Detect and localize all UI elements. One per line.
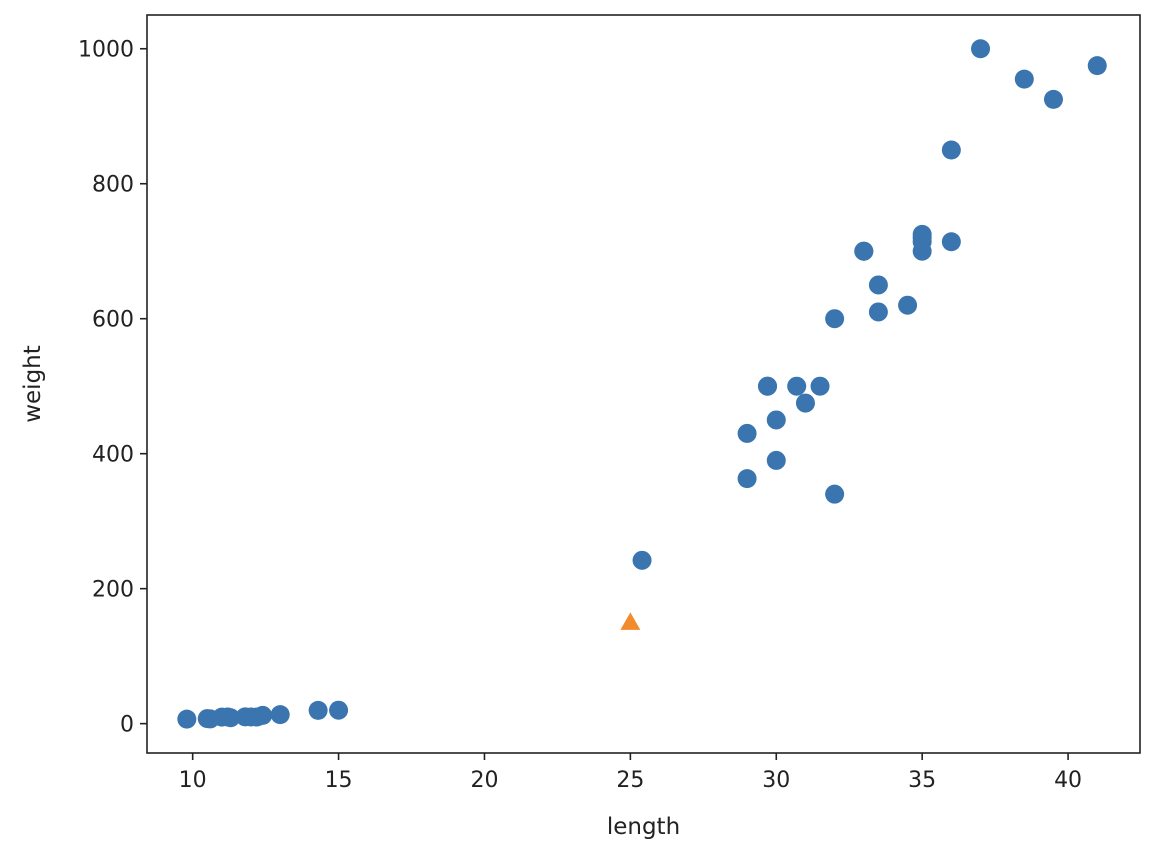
x-tick-label: 40 <box>1054 768 1082 793</box>
scatter-point <box>270 705 290 725</box>
y-tick-label: 400 <box>92 443 134 468</box>
x-tick-label: 10 <box>179 768 207 793</box>
axes-frame <box>146 14 1141 754</box>
scatter-point <box>221 708 241 728</box>
scatter-point <box>898 295 918 315</box>
scatter-point <box>941 232 961 252</box>
scatter-point <box>766 450 786 470</box>
scatter-point <box>1087 56 1107 76</box>
x-axis-label: length <box>607 814 680 840</box>
scatter-point <box>766 410 786 430</box>
scatter-point <box>758 376 778 396</box>
triangle-point <box>620 612 641 630</box>
scatter-point <box>1043 89 1063 109</box>
scatter-point <box>737 469 757 489</box>
y-tick-label: 1000 <box>78 38 134 63</box>
y-tick-label: 600 <box>92 308 134 333</box>
x-tick-label: 35 <box>908 768 936 793</box>
scatter-point <box>795 393 815 413</box>
x-tick-label: 30 <box>762 768 790 793</box>
scatter-point <box>854 241 874 261</box>
scatter-point <box>329 700 349 720</box>
y-tick-label: 800 <box>92 173 134 198</box>
scatter-point <box>825 484 845 504</box>
x-tick-label: 20 <box>470 768 498 793</box>
y-tick-label: 0 <box>120 713 134 738</box>
scatter-point <box>177 709 197 729</box>
scatter-point <box>868 302 888 322</box>
scatter-point <box>971 39 991 59</box>
points-layer <box>177 39 1107 729</box>
scatter-point <box>253 705 273 725</box>
y-tick-label: 200 <box>92 578 134 603</box>
scatter-point <box>810 376 830 396</box>
scatter-point <box>308 700 328 720</box>
x-tick-label: 25 <box>616 768 644 793</box>
x-tick-label: 15 <box>325 768 353 793</box>
scatter-point <box>737 423 757 443</box>
scatter-point <box>868 275 888 295</box>
scatter-point <box>825 309 845 329</box>
scatter-point <box>912 232 932 252</box>
scatter-point <box>787 376 807 396</box>
scatter-point <box>632 550 652 570</box>
scatter-point <box>941 140 961 160</box>
y-axis-label: weight <box>20 345 46 423</box>
scatter-point <box>1014 69 1034 89</box>
